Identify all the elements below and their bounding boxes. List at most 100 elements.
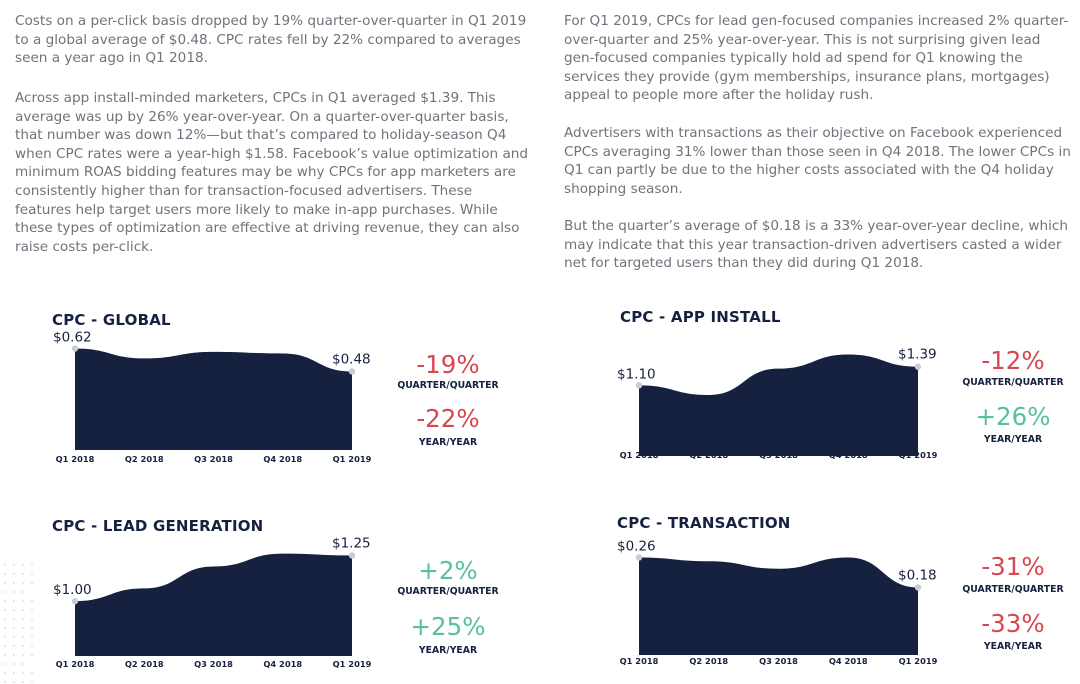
stat-quarter-label: QUARTER/QUARTER <box>397 586 499 597</box>
first-value-label: $1.10 <box>617 366 656 382</box>
x-tick-label: Q2 2018 <box>689 450 728 460</box>
x-tick-label: Q1 2018 <box>56 454 95 464</box>
decorative-dot <box>22 672 24 674</box>
decorative-dot <box>31 663 33 665</box>
decorative-dot <box>31 609 33 611</box>
right-paragraph-1: For Q1 2019, CPCs for lead gen-focused c… <box>564 13 1069 104</box>
x-tick-label: Q3 2018 <box>194 454 233 464</box>
area-series <box>75 553 352 656</box>
decorative-dot <box>4 600 6 602</box>
decorative-dot <box>4 681 6 683</box>
x-tick-label: Q1 2019 <box>333 454 372 464</box>
decorative-dot <box>13 564 15 566</box>
decorative-dot <box>13 609 15 611</box>
decorative-dot <box>4 591 6 593</box>
chart-title: CPC - APP INSTALL <box>620 308 781 326</box>
x-tick-label: Q2 2018 <box>125 659 164 669</box>
x-tick-label: Q3 2018 <box>759 656 798 666</box>
stat-quarter-value: -31% <box>981 552 1045 581</box>
decorative-dot <box>31 582 33 584</box>
decorative-dot <box>22 681 24 683</box>
decorative-dot <box>31 681 33 683</box>
decorative-dot <box>4 564 6 566</box>
decorative-dot <box>4 645 6 647</box>
decorative-dot <box>22 573 24 575</box>
stat-year-value: -22% <box>416 404 480 433</box>
x-tick-label: Q2 2018 <box>125 454 164 464</box>
stat-quarter-value: -19% <box>416 350 480 379</box>
decorative-dot <box>4 609 6 611</box>
decorative-dot <box>31 564 33 566</box>
decorative-dot <box>31 600 33 602</box>
decorative-dot <box>22 609 24 611</box>
last-value-label: $0.48 <box>332 351 371 367</box>
decorative-dot <box>31 645 33 647</box>
decorative-dot <box>22 636 24 638</box>
chart-app-install-plot: $1.10 $1.39 Q1 2018 Q2 2018 Q3 2018 Q4 2018 Q1… <box>617 347 938 460</box>
data-point-marker <box>71 345 79 352</box>
decorative-dot <box>13 681 15 683</box>
decorative-dot <box>31 627 33 629</box>
decorative-dot <box>13 573 15 575</box>
decorative-dot <box>4 654 6 656</box>
stat-year-label: YEAR/YEAR <box>418 645 478 656</box>
stat-quarter-label: QUARTER/QUARTER <box>962 584 1064 595</box>
decorative-dot <box>4 573 6 575</box>
x-tick-label: Q1 2019 <box>333 659 372 669</box>
decorative-dot <box>22 600 24 602</box>
stat-year-value: +25% <box>410 612 486 641</box>
right-paragraph-3: But the quarter’s average of $0.18 is a … <box>564 218 1069 272</box>
decorative-dot <box>31 672 33 674</box>
x-tick-label: Q1 2018 <box>620 450 659 460</box>
decorative-dot <box>31 618 33 620</box>
decorative-dot <box>22 627 24 629</box>
decorative-dot <box>4 627 6 629</box>
stat-year-value: -33% <box>981 609 1045 638</box>
x-tick-label: Q4 2018 <box>263 659 302 669</box>
decorative-dot <box>31 573 33 575</box>
data-point-marker <box>635 382 643 389</box>
decorative-dot <box>4 636 6 638</box>
decorative-dot <box>13 600 15 602</box>
area-series <box>639 354 918 456</box>
first-value-label: $0.62 <box>53 330 92 346</box>
stat-year-label: YEAR/YEAR <box>983 641 1043 652</box>
stat-year-label: YEAR/YEAR <box>418 437 478 448</box>
decorative-dot <box>13 618 15 620</box>
decorative-dot <box>4 672 6 674</box>
x-tick-label: Q2 2018 <box>689 656 728 666</box>
last-value-label: $1.39 <box>898 347 937 363</box>
chart-lead-generation-plot: $1.00 $1.25 Q1 2018 Q2 2018 Q3 2018 Q4 2018 Q1… <box>53 535 372 669</box>
first-value-label: $0.26 <box>617 539 656 555</box>
x-tick-label: Q1 2018 <box>620 656 659 666</box>
decorative-dot <box>22 645 24 647</box>
stat-year-label: YEAR/YEAR <box>983 434 1043 445</box>
decorative-dot <box>13 663 15 665</box>
first-value-label: $1.00 <box>53 582 92 598</box>
area-series <box>75 348 352 450</box>
decorative-dot <box>13 645 15 647</box>
decorative-dot <box>22 618 24 620</box>
x-tick-label: Q3 2018 <box>194 659 233 669</box>
decorative-dot <box>31 591 33 593</box>
data-point-marker <box>348 552 356 559</box>
x-tick-label: Q1 2018 <box>56 659 95 669</box>
decorative-dot <box>4 582 6 584</box>
left-paragraph-2: Across app install-minded marketers, CPC… <box>15 90 529 255</box>
stat-quarter-label: QUARTER/QUARTER <box>397 380 499 391</box>
chart-title: CPC - TRANSACTION <box>617 514 791 532</box>
chart-global-plot: $0.62 $0.48 Q1 2018 Q2 2018 Q3 2018 Q4 2018 Q1… <box>53 330 372 464</box>
decorative-dot <box>13 672 15 674</box>
decorative-dot <box>31 636 33 638</box>
decorative-dot <box>4 663 6 665</box>
x-tick-label: Q3 2018 <box>759 450 798 460</box>
x-tick-label: Q4 2018 <box>829 450 868 460</box>
chart-title: CPC - LEAD GENERATION <box>52 517 264 535</box>
data-point-marker <box>914 363 922 370</box>
last-value-label: $1.25 <box>332 535 371 551</box>
last-value-label: $0.18 <box>898 568 937 584</box>
chart-transaction-plot: $0.26 $0.18 Q1 2018 Q2 2018 Q3 2018 Q4 2018 Q1… <box>617 539 938 667</box>
decorative-dot <box>13 654 15 656</box>
data-point-marker <box>71 597 79 605</box>
decorative-dot <box>13 582 15 584</box>
